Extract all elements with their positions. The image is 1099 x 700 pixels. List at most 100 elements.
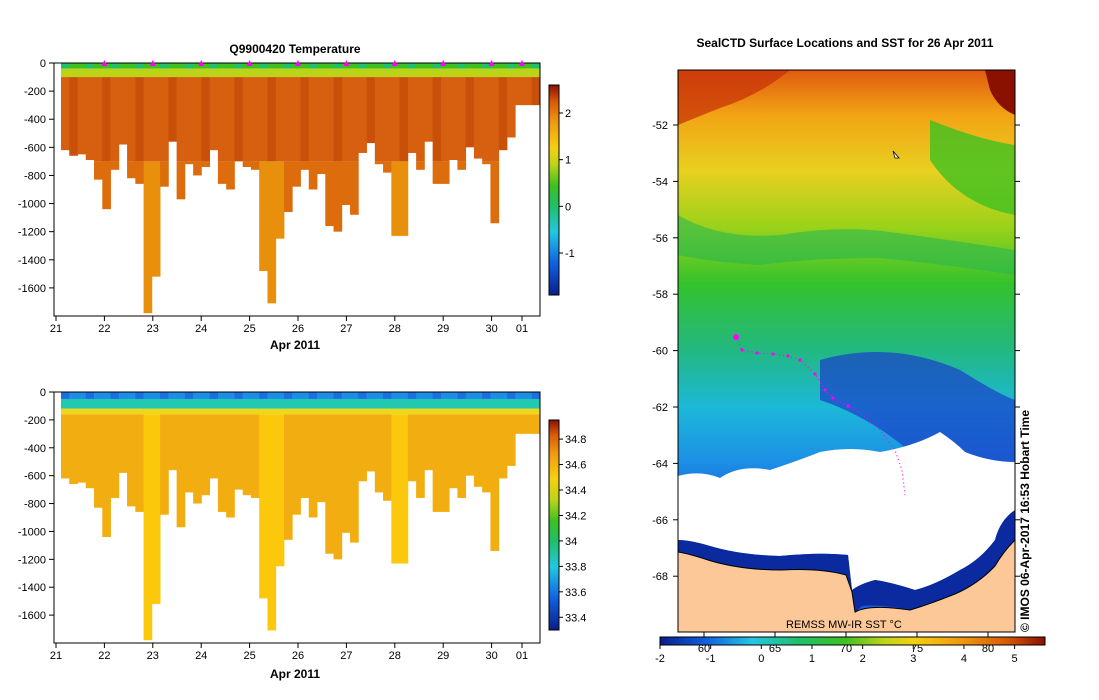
deep-water-cell xyxy=(283,77,293,162)
lat-tick-label: -62 xyxy=(652,402,668,414)
halocline-cell xyxy=(168,408,178,415)
seal-position-start xyxy=(733,334,739,340)
deep-water-cell xyxy=(292,414,301,515)
salinity-x-axis: 21 22 23 24 25 26 27 28 29 30 01 xyxy=(50,643,528,662)
salinity-plot-frame xyxy=(53,391,541,644)
surface-layer-cell xyxy=(449,392,458,399)
surface-layer-cell xyxy=(184,63,194,69)
halocline-cell xyxy=(94,408,103,415)
y-tick-label: -400 xyxy=(24,114,46,126)
surface-layer-cell xyxy=(193,392,202,399)
surface-layer-cell xyxy=(176,63,186,69)
halocline-cell xyxy=(160,408,169,415)
halocline-cell xyxy=(308,408,318,415)
halocline-cell xyxy=(193,398,202,409)
surface-layer-cell xyxy=(424,392,434,399)
x-tick-label: 26 xyxy=(292,650,304,662)
surface-layer-cell xyxy=(94,392,103,399)
deep-water-cell xyxy=(457,77,467,162)
halocline-cell xyxy=(85,408,95,415)
halocline-cell xyxy=(482,398,491,409)
halocline-cell xyxy=(523,398,533,409)
surface-layer-cell xyxy=(440,392,450,399)
location-marker-icon xyxy=(892,150,900,159)
thermocline-cell xyxy=(69,68,78,78)
thermocline-cell xyxy=(292,68,301,78)
halocline-cell xyxy=(127,398,136,409)
deep-water-cell xyxy=(69,77,78,156)
deep-water-cell xyxy=(399,414,409,564)
deep-water-cell xyxy=(440,414,450,512)
thermocline-cell xyxy=(61,68,70,78)
seal-location-dot xyxy=(798,358,802,362)
surface-layer-cell xyxy=(416,63,425,69)
deep-water-cell xyxy=(407,414,417,482)
halocline-cell xyxy=(226,398,235,409)
halocline-cell xyxy=(457,398,467,409)
temperature-x-axis: 21 22 23 24 25 26 27 28 29 30 01 xyxy=(50,316,528,335)
halocline-cell xyxy=(407,408,417,415)
thermocline-cell xyxy=(449,68,458,78)
thermocline-cell xyxy=(283,68,293,78)
deep-water-cell xyxy=(283,161,293,212)
halocline-cell xyxy=(473,398,483,409)
surface-layer-cell xyxy=(292,392,301,399)
halocline-cell xyxy=(259,398,268,409)
surface-layer-cell xyxy=(168,392,178,399)
lon-tick-label: 60 xyxy=(698,643,710,655)
halocline-cell xyxy=(250,398,260,409)
surface-layer-cell xyxy=(127,63,136,69)
surface-layer-cell xyxy=(465,392,475,399)
halocline-cell xyxy=(391,398,401,409)
lon-tick-label: 75 xyxy=(911,643,923,655)
halocline-cell xyxy=(317,398,326,409)
thermocline-cell xyxy=(350,68,359,78)
thermocline-cell xyxy=(374,68,384,78)
surface-layer-cell xyxy=(151,392,161,399)
surface-layer-cell xyxy=(333,392,343,399)
deep-water-cell xyxy=(449,414,458,489)
sst-colorbar-tick-label: 2 xyxy=(860,653,866,665)
x-tick-label: 30 xyxy=(485,323,497,335)
surface-layer-cell xyxy=(168,63,178,69)
deep-water-cell xyxy=(259,77,268,162)
temperature-y-axis: 0 -200 -400 -600 -800 -1000 -1200 -1400 -1600 xyxy=(18,58,54,295)
deep-water-cell xyxy=(416,77,425,162)
halocline-cell xyxy=(209,398,219,409)
halocline-cell xyxy=(341,408,351,415)
x-tick-label: 01 xyxy=(516,650,528,662)
halocline-cell xyxy=(465,398,475,409)
deep-water-cell xyxy=(143,161,153,314)
surface-layer-cell xyxy=(407,63,417,69)
halocline-cell xyxy=(449,408,458,415)
coastal-water xyxy=(678,510,1015,612)
thermocline-cell xyxy=(531,68,541,78)
surface-layer-cell xyxy=(160,63,169,69)
halocline-cell xyxy=(366,408,376,415)
halocline-cell xyxy=(300,398,310,409)
surface-layer-cell xyxy=(407,392,417,399)
surface-layer-cell xyxy=(399,63,409,69)
surface-layer-cell xyxy=(490,392,500,399)
lat-tick-label: -66 xyxy=(652,515,668,527)
y-tick-label: -1600 xyxy=(18,610,46,622)
surface-layer-cell xyxy=(209,392,219,399)
surface-layer-cell xyxy=(523,392,533,399)
deep-water-cell xyxy=(267,161,277,304)
y-tick-label: 0 xyxy=(40,58,46,70)
halocline-cell xyxy=(358,408,367,415)
halocline-cell xyxy=(399,398,409,409)
halocline-cell xyxy=(498,408,508,415)
halocline-cell xyxy=(77,398,87,409)
surface-layer-cell xyxy=(506,63,516,69)
halocline-cell xyxy=(118,408,128,415)
x-tick-label: 28 xyxy=(389,650,401,662)
surface-layer-cell xyxy=(424,63,434,69)
deep-water-cell xyxy=(102,77,111,162)
halocline-cell xyxy=(234,398,244,409)
thermocline-cell xyxy=(275,68,285,78)
deep-water-cell xyxy=(325,161,334,227)
deep-water-cell xyxy=(407,77,417,153)
halocline-cell xyxy=(127,408,136,415)
deep-water-cell xyxy=(283,414,293,540)
